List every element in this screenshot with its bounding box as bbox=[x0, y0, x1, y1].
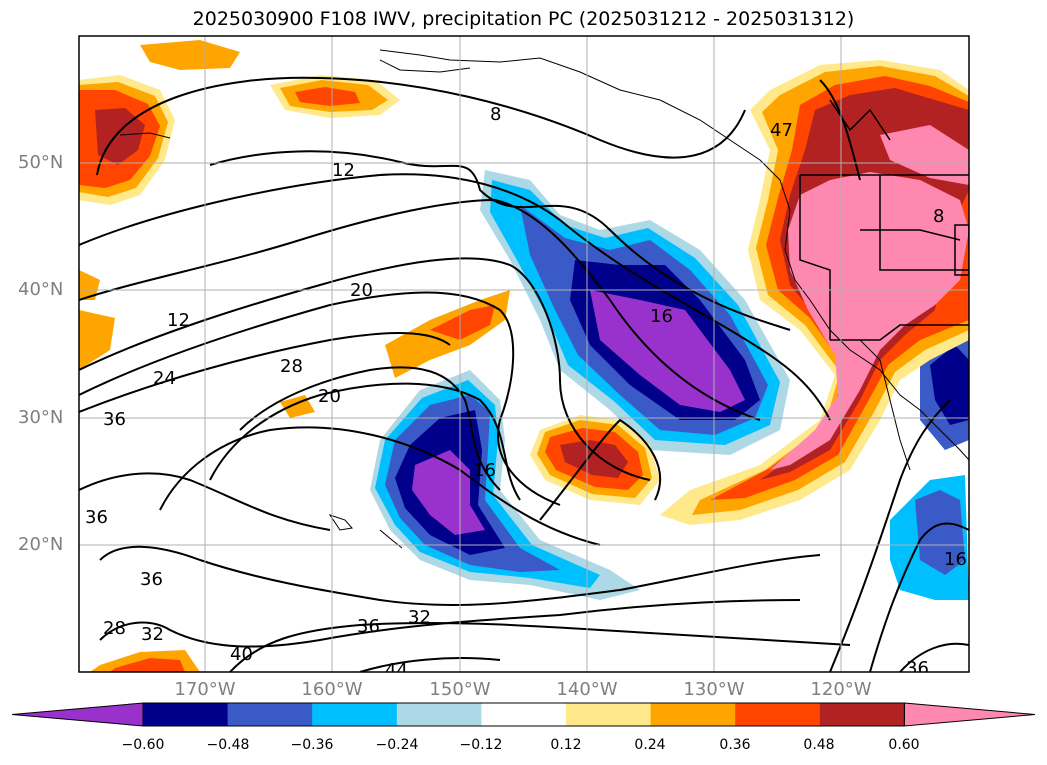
map-panel: 8 12 12 16 16 20 20 24 28 28 32 32 36 36… bbox=[79, 36, 969, 681]
lat-label-50n: 50°N bbox=[18, 152, 64, 173]
contour-label: 28 bbox=[103, 618, 126, 639]
colorbar-tick-label: 0.36 bbox=[719, 737, 751, 753]
colorbar-frame bbox=[142, 702, 905, 727]
lon-label-130w: 130°W bbox=[683, 679, 745, 700]
contour-label: 36 bbox=[140, 569, 163, 590]
colorbar-segment bbox=[227, 703, 313, 726]
contour-label: 16 bbox=[473, 460, 496, 481]
lon-label-140w: 140°W bbox=[556, 679, 618, 700]
colorbar-extend-high bbox=[903, 702, 1036, 727]
colorbar bbox=[11, 702, 1036, 727]
lon-label-170w: 170°W bbox=[174, 679, 236, 700]
colorbar-segment bbox=[650, 703, 736, 726]
colorbar-segment bbox=[735, 703, 821, 726]
colorbar-segment bbox=[396, 703, 482, 726]
negative-anomaly-southwest bbox=[370, 370, 640, 600]
lon-label-160w: 160°W bbox=[301, 679, 363, 700]
contour-label: 47 bbox=[770, 120, 793, 141]
gridlines bbox=[79, 36, 969, 672]
contour-label: 20 bbox=[350, 280, 373, 301]
colorbar-segment bbox=[143, 703, 229, 726]
contour-label: 36 bbox=[357, 616, 380, 637]
positive-anomaly-subtropical bbox=[530, 415, 660, 505]
lon-label-120w: 120°W bbox=[810, 679, 872, 700]
contour-label: 44 bbox=[385, 660, 408, 681]
map-title: 2025030900 F108 IWV, precipitation PC (2… bbox=[192, 8, 855, 30]
colorbar-tick-label: −0.24 bbox=[375, 737, 419, 753]
contour-label: 8 bbox=[490, 104, 501, 125]
contour-label: 28 bbox=[280, 356, 303, 377]
colorbar-segment bbox=[819, 703, 905, 726]
contour-label: 36 bbox=[906, 658, 929, 679]
colorbar-tick-label: −0.60 bbox=[121, 737, 165, 753]
colorbar-extend-low bbox=[11, 702, 144, 727]
colorbar-tick-label: 0.60 bbox=[888, 737, 920, 753]
contour-label: 20 bbox=[318, 386, 341, 407]
negative-anomaly-central bbox=[480, 170, 790, 455]
colorbar-tick-label: −0.12 bbox=[459, 737, 503, 753]
contour-label: 36 bbox=[85, 507, 108, 528]
iwv-contours bbox=[79, 76, 969, 672]
colorbar-tick-label: −0.36 bbox=[290, 737, 334, 753]
colorbar-tick-label: 0.24 bbox=[634, 737, 666, 753]
colorbar-tick-label: 0.12 bbox=[550, 737, 582, 753]
colorbar-segment bbox=[312, 703, 398, 726]
coastlines bbox=[119, 49, 969, 549]
colorbar-tick-label: −0.48 bbox=[206, 737, 250, 753]
contour-label: 24 bbox=[153, 368, 176, 389]
political-borders bbox=[799, 99, 969, 341]
colorbar-segment bbox=[481, 703, 567, 726]
colorbar-segment bbox=[566, 703, 652, 726]
contour-label: 16 bbox=[650, 306, 673, 327]
map-frame bbox=[78, 35, 970, 673]
colorbar-tick-label: 0.48 bbox=[803, 737, 835, 753]
lat-label-30n: 30°N bbox=[18, 407, 64, 428]
contour-label: 16 bbox=[944, 549, 967, 570]
contour-label: 32 bbox=[141, 624, 164, 645]
contour-label: 32 bbox=[408, 607, 431, 628]
contour-label: 12 bbox=[332, 160, 355, 181]
contour-label: 8 bbox=[933, 206, 944, 227]
contour-labels: 8 12 12 16 16 20 20 24 28 28 32 32 36 36… bbox=[85, 104, 967, 681]
lat-label-20n: 20°N bbox=[18, 534, 64, 555]
contour-label: 12 bbox=[167, 310, 190, 331]
lat-label-40n: 40°N bbox=[18, 279, 64, 300]
contour-label: 36 bbox=[103, 409, 126, 430]
lon-label-150w: 150°W bbox=[429, 679, 491, 700]
contour-label: 40 bbox=[230, 644, 253, 665]
